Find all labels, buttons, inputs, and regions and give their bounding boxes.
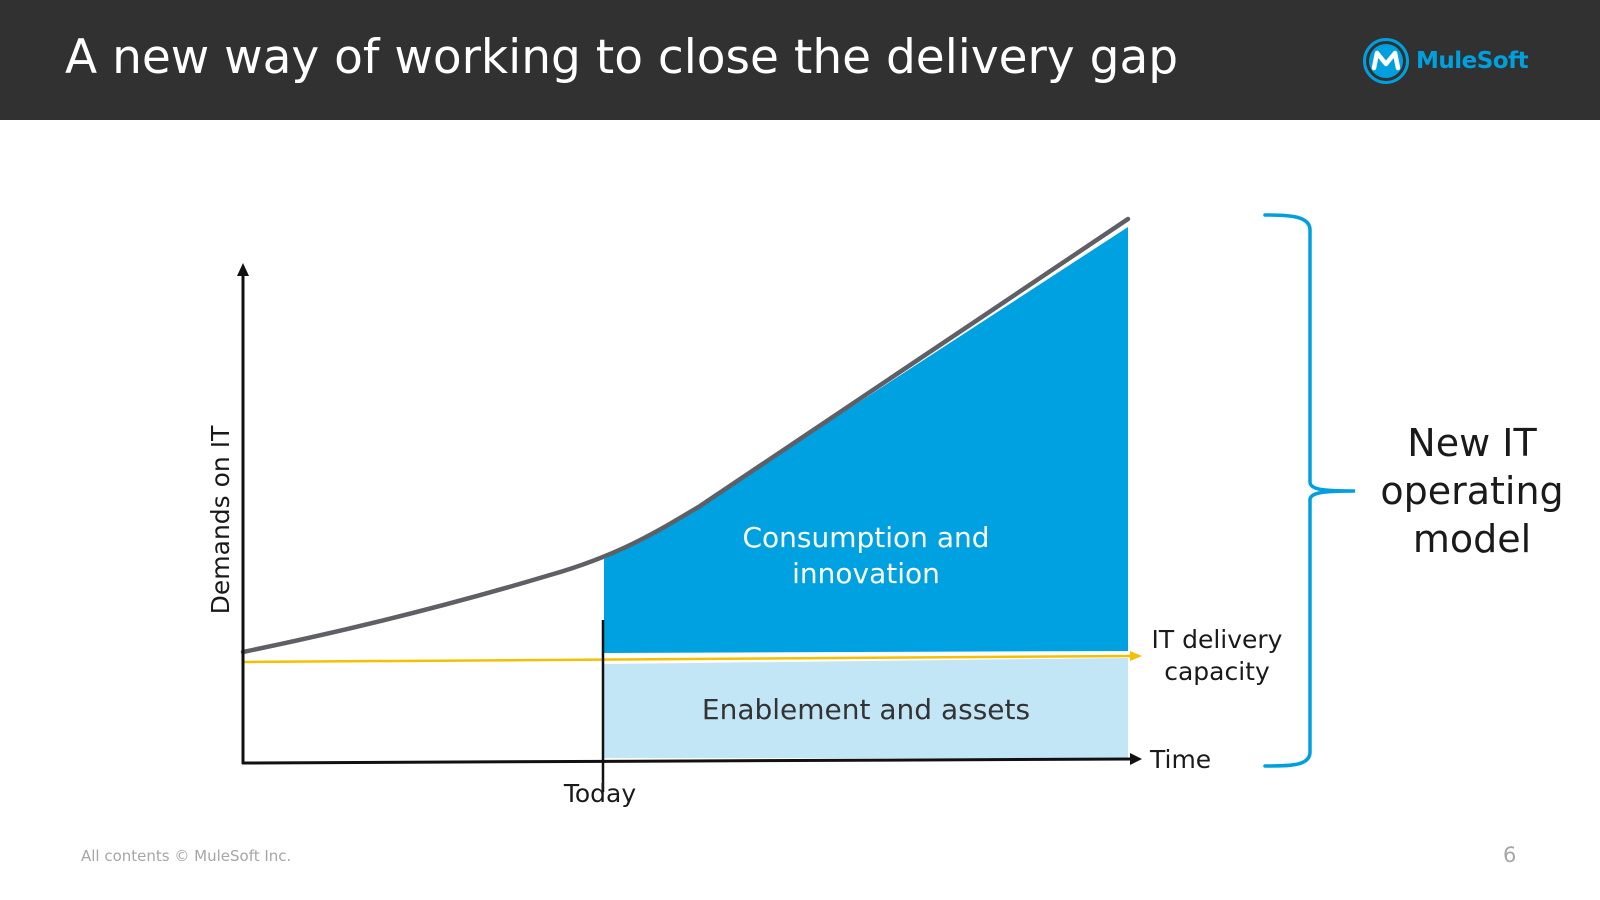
- today-label: Today: [563, 779, 637, 808]
- header-bar: A new way of working to close the delive…: [0, 0, 1600, 120]
- operating-model-bracket: [1263, 213, 1356, 768]
- demand-curve: [240, 216, 1131, 655]
- consumption-area: [604, 227, 1128, 653]
- enablement-area: [604, 658, 1128, 758]
- x-axis-label: Time: [1149, 745, 1211, 774]
- y-axis-label: Demands on IT: [206, 425, 235, 614]
- capacity-label-line2: capacity: [1164, 657, 1270, 686]
- capacity-line: [242, 654, 1131, 664]
- slide-title: A new way of working to close the delive…: [65, 30, 1179, 85]
- mulesoft-logo: MuleSoft: [1362, 36, 1529, 86]
- capacity-arrowhead: [1130, 651, 1142, 661]
- x-axis-arrowhead: [1130, 753, 1142, 765]
- capacity-label-line1: IT delivery: [1152, 625, 1283, 654]
- bracket-label-line1: New IT: [1407, 421, 1537, 465]
- upper-area-label-line1: Consumption and: [742, 521, 989, 554]
- mulesoft-logo-icon: [1363, 38, 1409, 84]
- page-number: 6: [1503, 843, 1517, 867]
- lower-area-label: Enablement and assets: [702, 693, 1030, 726]
- footer-copyright: All contents © MuleSoft Inc.: [81, 847, 292, 865]
- upper-area-label-line2: innovation: [792, 557, 940, 590]
- bracket-label-line3: model: [1413, 517, 1531, 561]
- y-axis-arrowhead: [237, 263, 249, 276]
- logo-text: MuleSoft: [1416, 48, 1529, 74]
- bracket-label-line2: operating: [1380, 469, 1563, 513]
- x-axis: [241, 757, 1131, 765]
